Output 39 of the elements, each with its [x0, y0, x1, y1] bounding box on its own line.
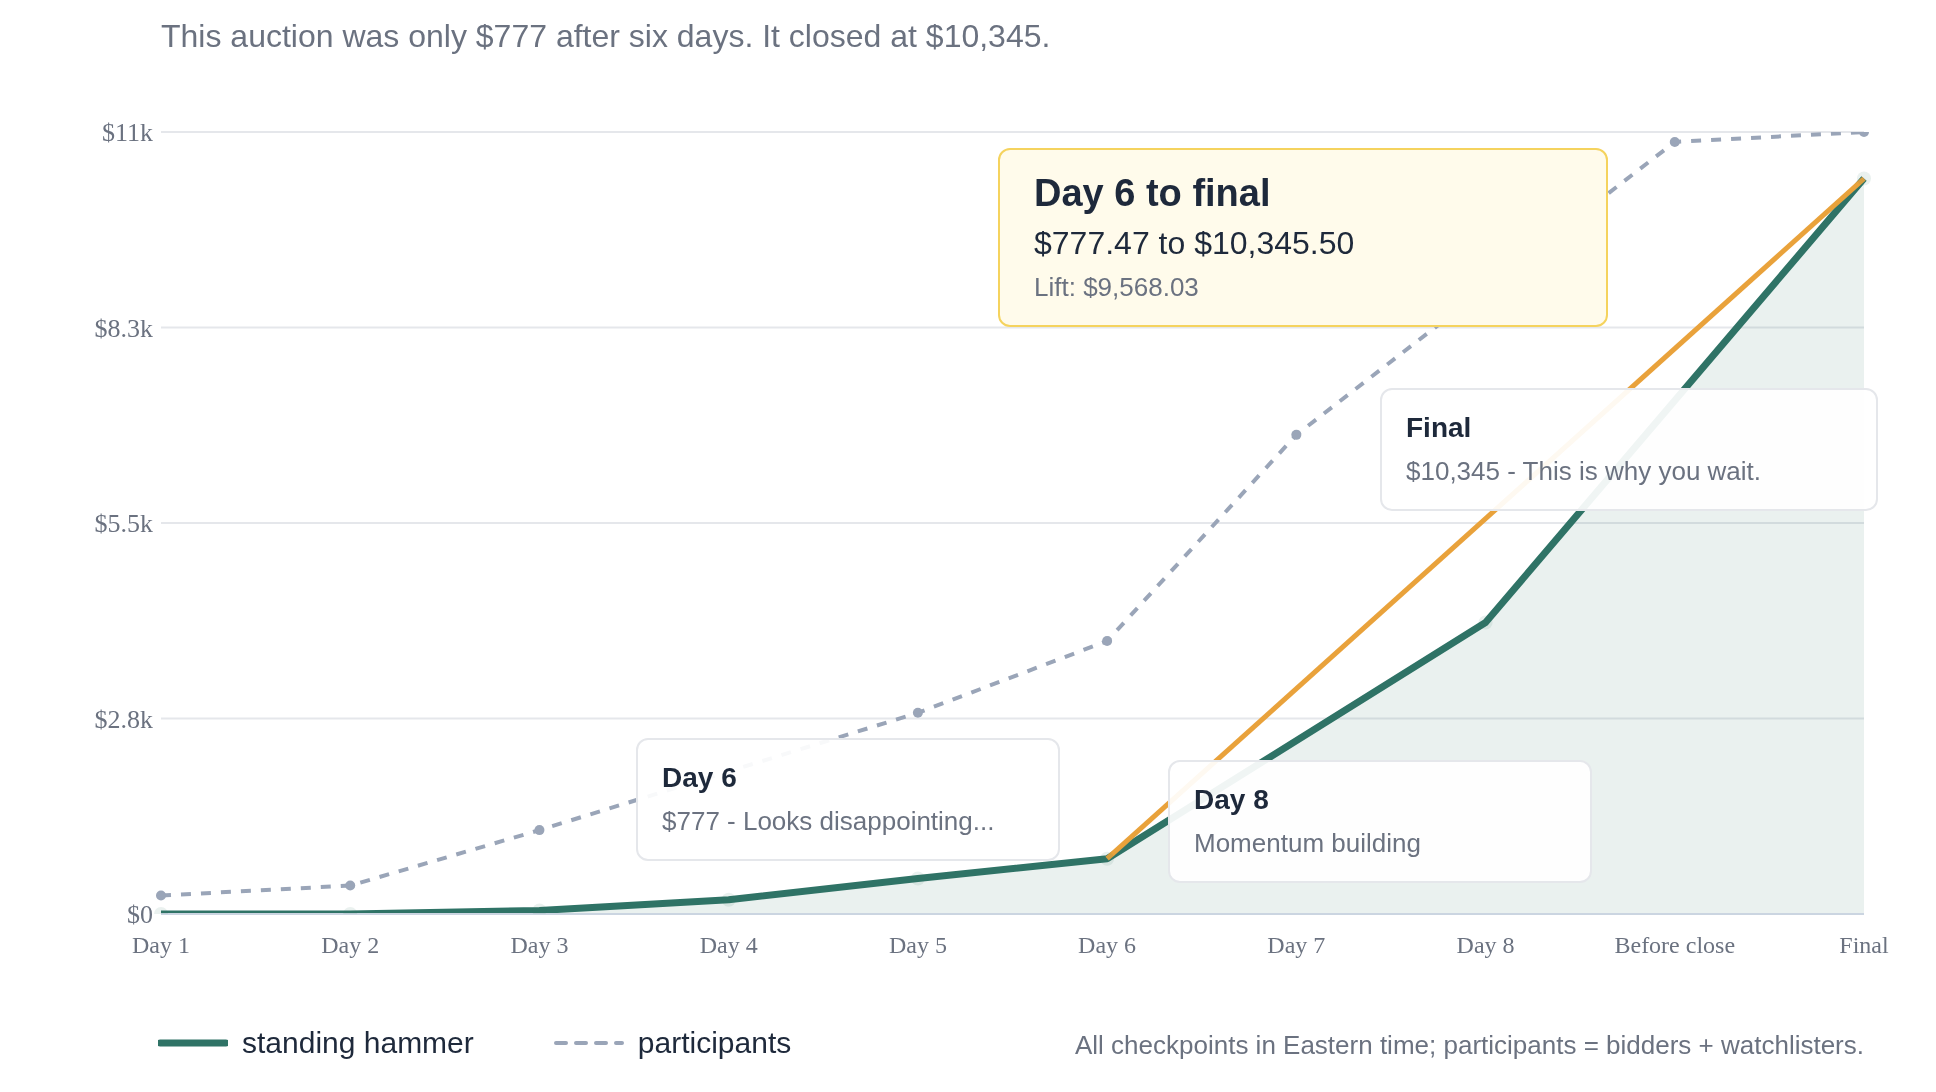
legend-label: participants [637, 1026, 792, 1060]
point [1100, 851, 1115, 866]
annotation: Day 6 $777 - Looks disappointing... [662, 762, 996, 837]
y-tick-label: $11k [101, 118, 153, 148]
y-tick-label: $0 [127, 900, 153, 930]
x-tick-label: Final [1839, 932, 1889, 959]
point [345, 880, 356, 891]
point [910, 871, 925, 886]
x-tick-label: Day 5 [888, 932, 947, 959]
annotation: Final $10,345 - This is why you wait. [1406, 412, 1763, 487]
callout-card: Day 6 to final $777.47 to $10,345.50 Lift: $9,568.03 [998, 148, 1608, 327]
legend-label: standing hammer [242, 1026, 474, 1060]
point [1669, 136, 1680, 147]
point [156, 890, 166, 901]
x-tick-label: Day 1 [132, 932, 190, 959]
x-tick-label: Day 2 [321, 932, 380, 959]
point [534, 825, 545, 836]
x-tick-label: Day 3 [510, 932, 569, 959]
x-tick-label: Before close [1614, 932, 1736, 959]
point [1102, 636, 1113, 647]
callout-card: Day 8 Momentum building [1168, 760, 1592, 883]
point [1857, 171, 1871, 186]
x-tick-label: Day 4 [699, 932, 758, 959]
callout-card: Final $10,345 - This is why you wait. [1380, 388, 1878, 511]
callout-card: Day 6 $777 - Looks disappointing... [636, 738, 1060, 861]
point [1291, 429, 1302, 440]
y-tick-label: $5.5k [94, 509, 153, 539]
annotation: Day 6 to final $777.47 to $10,345.50 Lift: $9,568.03 [1034, 172, 1356, 303]
point [721, 892, 736, 907]
text: All checkpoints in Eastern time; participants = bidders + watchlisters. [1074, 1030, 1864, 1061]
x-tick-label: Day 6 [1078, 932, 1137, 959]
y-tick-label: $2.8k [94, 704, 153, 734]
x-tick-label: Day 8 [1456, 932, 1515, 959]
point [912, 707, 923, 718]
x-tick-label: Day 7 [1267, 932, 1326, 959]
annotation: Day 8 Momentum building [1194, 784, 1422, 859]
chart-title: This auction was only $777 after six days. It closed at $10,345. [161, 18, 1051, 55]
y-tick-label: $8.3k [94, 313, 153, 343]
point [1478, 615, 1493, 630]
